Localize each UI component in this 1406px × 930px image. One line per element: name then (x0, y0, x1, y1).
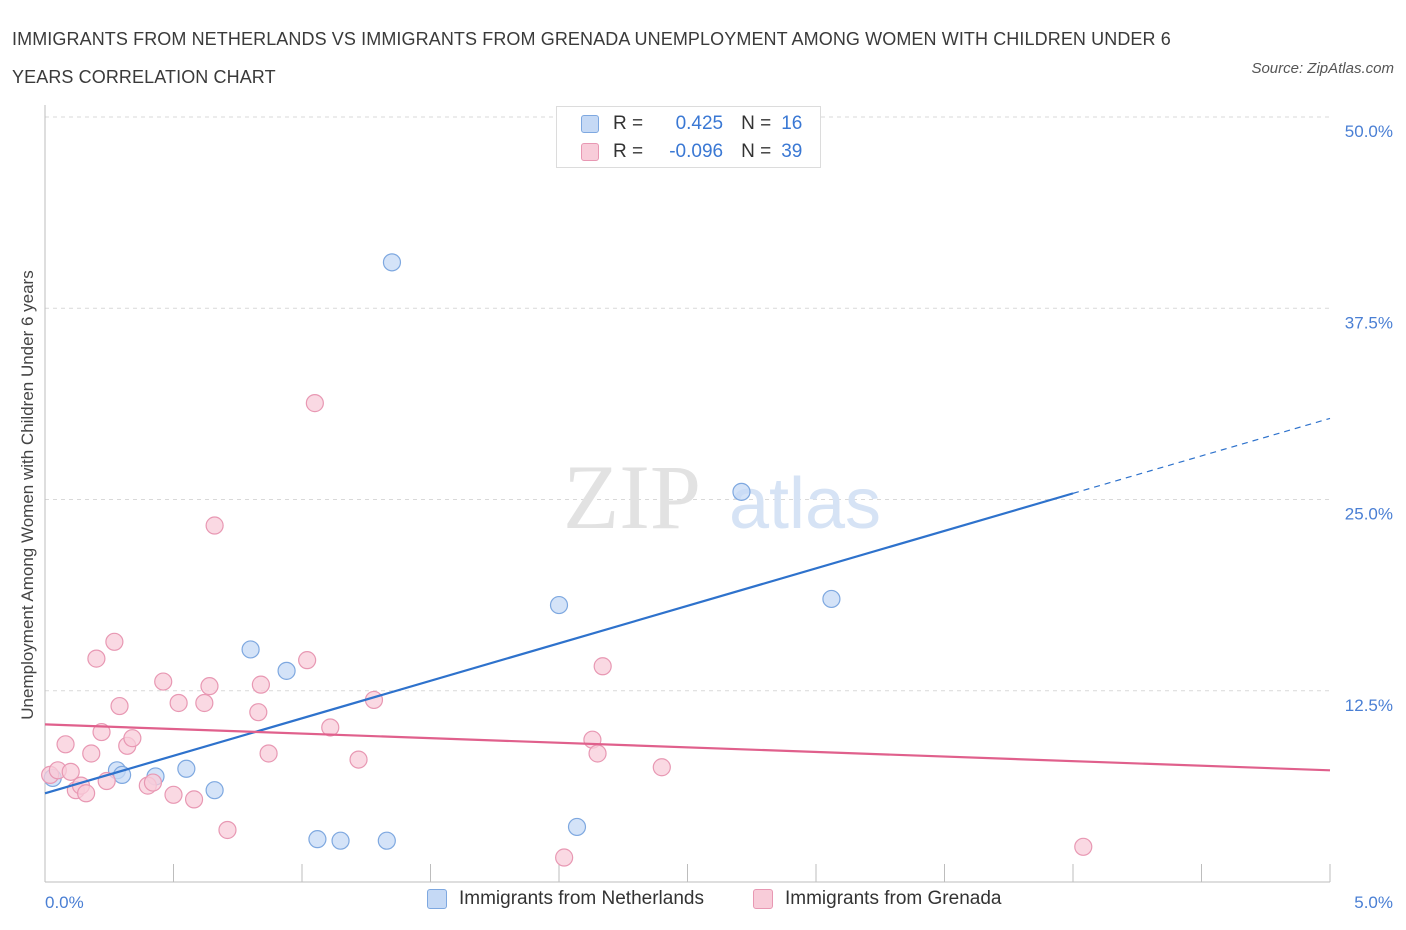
grenada-swatch (753, 889, 773, 909)
grenada-point (56, 735, 75, 754)
grenada-point (195, 693, 214, 713)
netherlands-point (331, 831, 350, 850)
netherlands-swatch (581, 115, 599, 133)
grenada-point (305, 394, 324, 413)
grenada-point (123, 729, 142, 748)
netherlands-point (177, 759, 196, 778)
source-credit: Source: ZipAtlas.com (1251, 60, 1394, 77)
grenada-point (259, 744, 278, 763)
grenada-point (87, 649, 106, 668)
grenada-point (251, 675, 270, 694)
watermark: ZIP atlas (563, 446, 881, 548)
watermark-zip: ZIP (563, 446, 701, 548)
grenada-point (298, 651, 317, 670)
correlation-legend: R = 0.425 N = 16 R = -0.096 N = 39 (556, 106, 821, 168)
grenada-point (154, 672, 173, 691)
r-value: 0.425 (675, 113, 724, 134)
grenada-point (169, 693, 188, 713)
data-points (41, 253, 1093, 867)
grenada-point (588, 744, 607, 763)
n-value: 39 (781, 141, 803, 162)
chart-title: IMMIGRANTS FROM NETHERLANDS VS IMMIGRANT… (12, 29, 1171, 87)
grenada-point (218, 820, 237, 840)
netherlands-point (205, 781, 224, 800)
netherlands-point (277, 661, 296, 680)
legend-item-netherlands: Immigrants from Netherlands (427, 888, 704, 910)
r-label: R = (613, 113, 644, 134)
grenada-point (249, 703, 268, 722)
legend-row-grenada: R = -0.096 N = 39 (581, 139, 802, 165)
grenada-point (105, 632, 124, 651)
tick-labels: 12.5% 25.0% 37.5% 50.0% 0.0% 5.0% (45, 122, 1393, 912)
legend-row-netherlands: R = 0.425 N = 16 (581, 111, 802, 137)
netherlands-trend-extension (1072, 417, 1331, 494)
grenada-point (61, 762, 80, 781)
n-label: N = (741, 141, 772, 162)
gridlines (45, 116, 1330, 692)
legend-label-grenada: Immigrants from Grenada (785, 888, 1002, 909)
netherlands-point (382, 253, 402, 272)
grenada-point (593, 657, 612, 676)
grenada-point (321, 718, 340, 737)
grenada-point (555, 848, 574, 867)
axes (44, 105, 1331, 883)
netherlands-trend-line (44, 492, 1074, 795)
grenada-point (1074, 837, 1093, 856)
grenada-point (200, 677, 219, 696)
grenada-point (77, 784, 96, 803)
trend-lines (44, 417, 1331, 795)
grenada-point (205, 516, 224, 535)
netherlands-point (567, 817, 587, 837)
legend-label-netherlands: Immigrants from Netherlands (459, 888, 704, 909)
grenada-trend-line (44, 723, 1331, 772)
grenada-point (164, 785, 183, 804)
series-legend: Immigrants from Netherlands Immigrants f… (0, 888, 1406, 916)
grenada-point (82, 744, 101, 763)
y-tick-label: 50.0% (1345, 122, 1393, 141)
grenada-point (349, 750, 368, 769)
y-tick-label: 25.0% (1345, 505, 1393, 524)
y-tick-label: 37.5% (1345, 313, 1393, 332)
x-tick-label-max: 5.0% (1354, 893, 1393, 912)
n-value: 16 (781, 113, 803, 134)
netherlands-point (308, 830, 327, 849)
r-label: R = (613, 141, 644, 162)
grenada-point (92, 722, 111, 742)
netherlands-point (822, 589, 841, 609)
watermark-atlas: atlas (729, 464, 881, 544)
grenada-swatch (581, 143, 599, 161)
n-label: N = (741, 113, 772, 134)
grenada-point (184, 790, 204, 809)
grenada-point (143, 773, 163, 792)
x-tick-label-min: 0.0% (45, 893, 84, 912)
grenada-point (110, 696, 129, 716)
netherlands-swatch (427, 889, 447, 909)
netherlands-point (241, 640, 260, 659)
r-value: -0.096 (669, 141, 724, 162)
netherlands-point (549, 595, 569, 615)
netherlands-point (732, 482, 751, 501)
legend-item-grenada: Immigrants from Grenada (753, 888, 1001, 910)
netherlands-point (377, 831, 396, 850)
y-tick-label: 12.5% (1345, 696, 1393, 715)
grenada-point (652, 758, 671, 777)
